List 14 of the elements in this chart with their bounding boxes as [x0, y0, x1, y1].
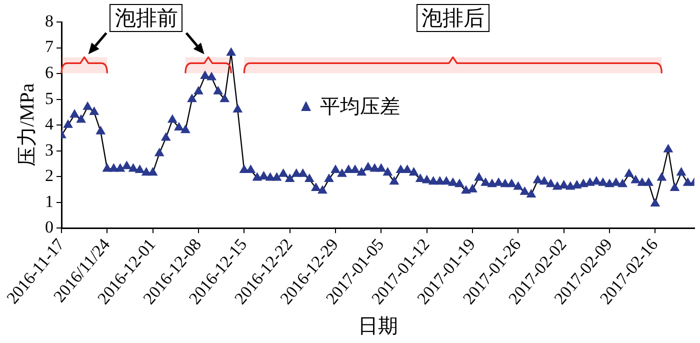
y-tick-label: 1: [45, 192, 54, 211]
y-tick-label: 7: [45, 37, 54, 56]
y-tick-label: 5: [45, 88, 54, 108]
band-label: 泡排前: [110, 4, 183, 32]
x-axis-title: 日期: [358, 315, 398, 338]
y-tick-label: 4: [45, 114, 54, 134]
legend-label: 平均压差: [320, 94, 400, 120]
y-tick-label: 6: [45, 63, 54, 82]
band-label: 泡排后: [416, 4, 490, 32]
y-tick-label: 2: [45, 166, 54, 186]
y-tick-label: 0: [45, 218, 54, 237]
y-axis-title: 压力/MPa: [16, 83, 38, 167]
y-tick-label: 8: [45, 11, 54, 30]
y-tick-label: 3: [45, 140, 54, 160]
